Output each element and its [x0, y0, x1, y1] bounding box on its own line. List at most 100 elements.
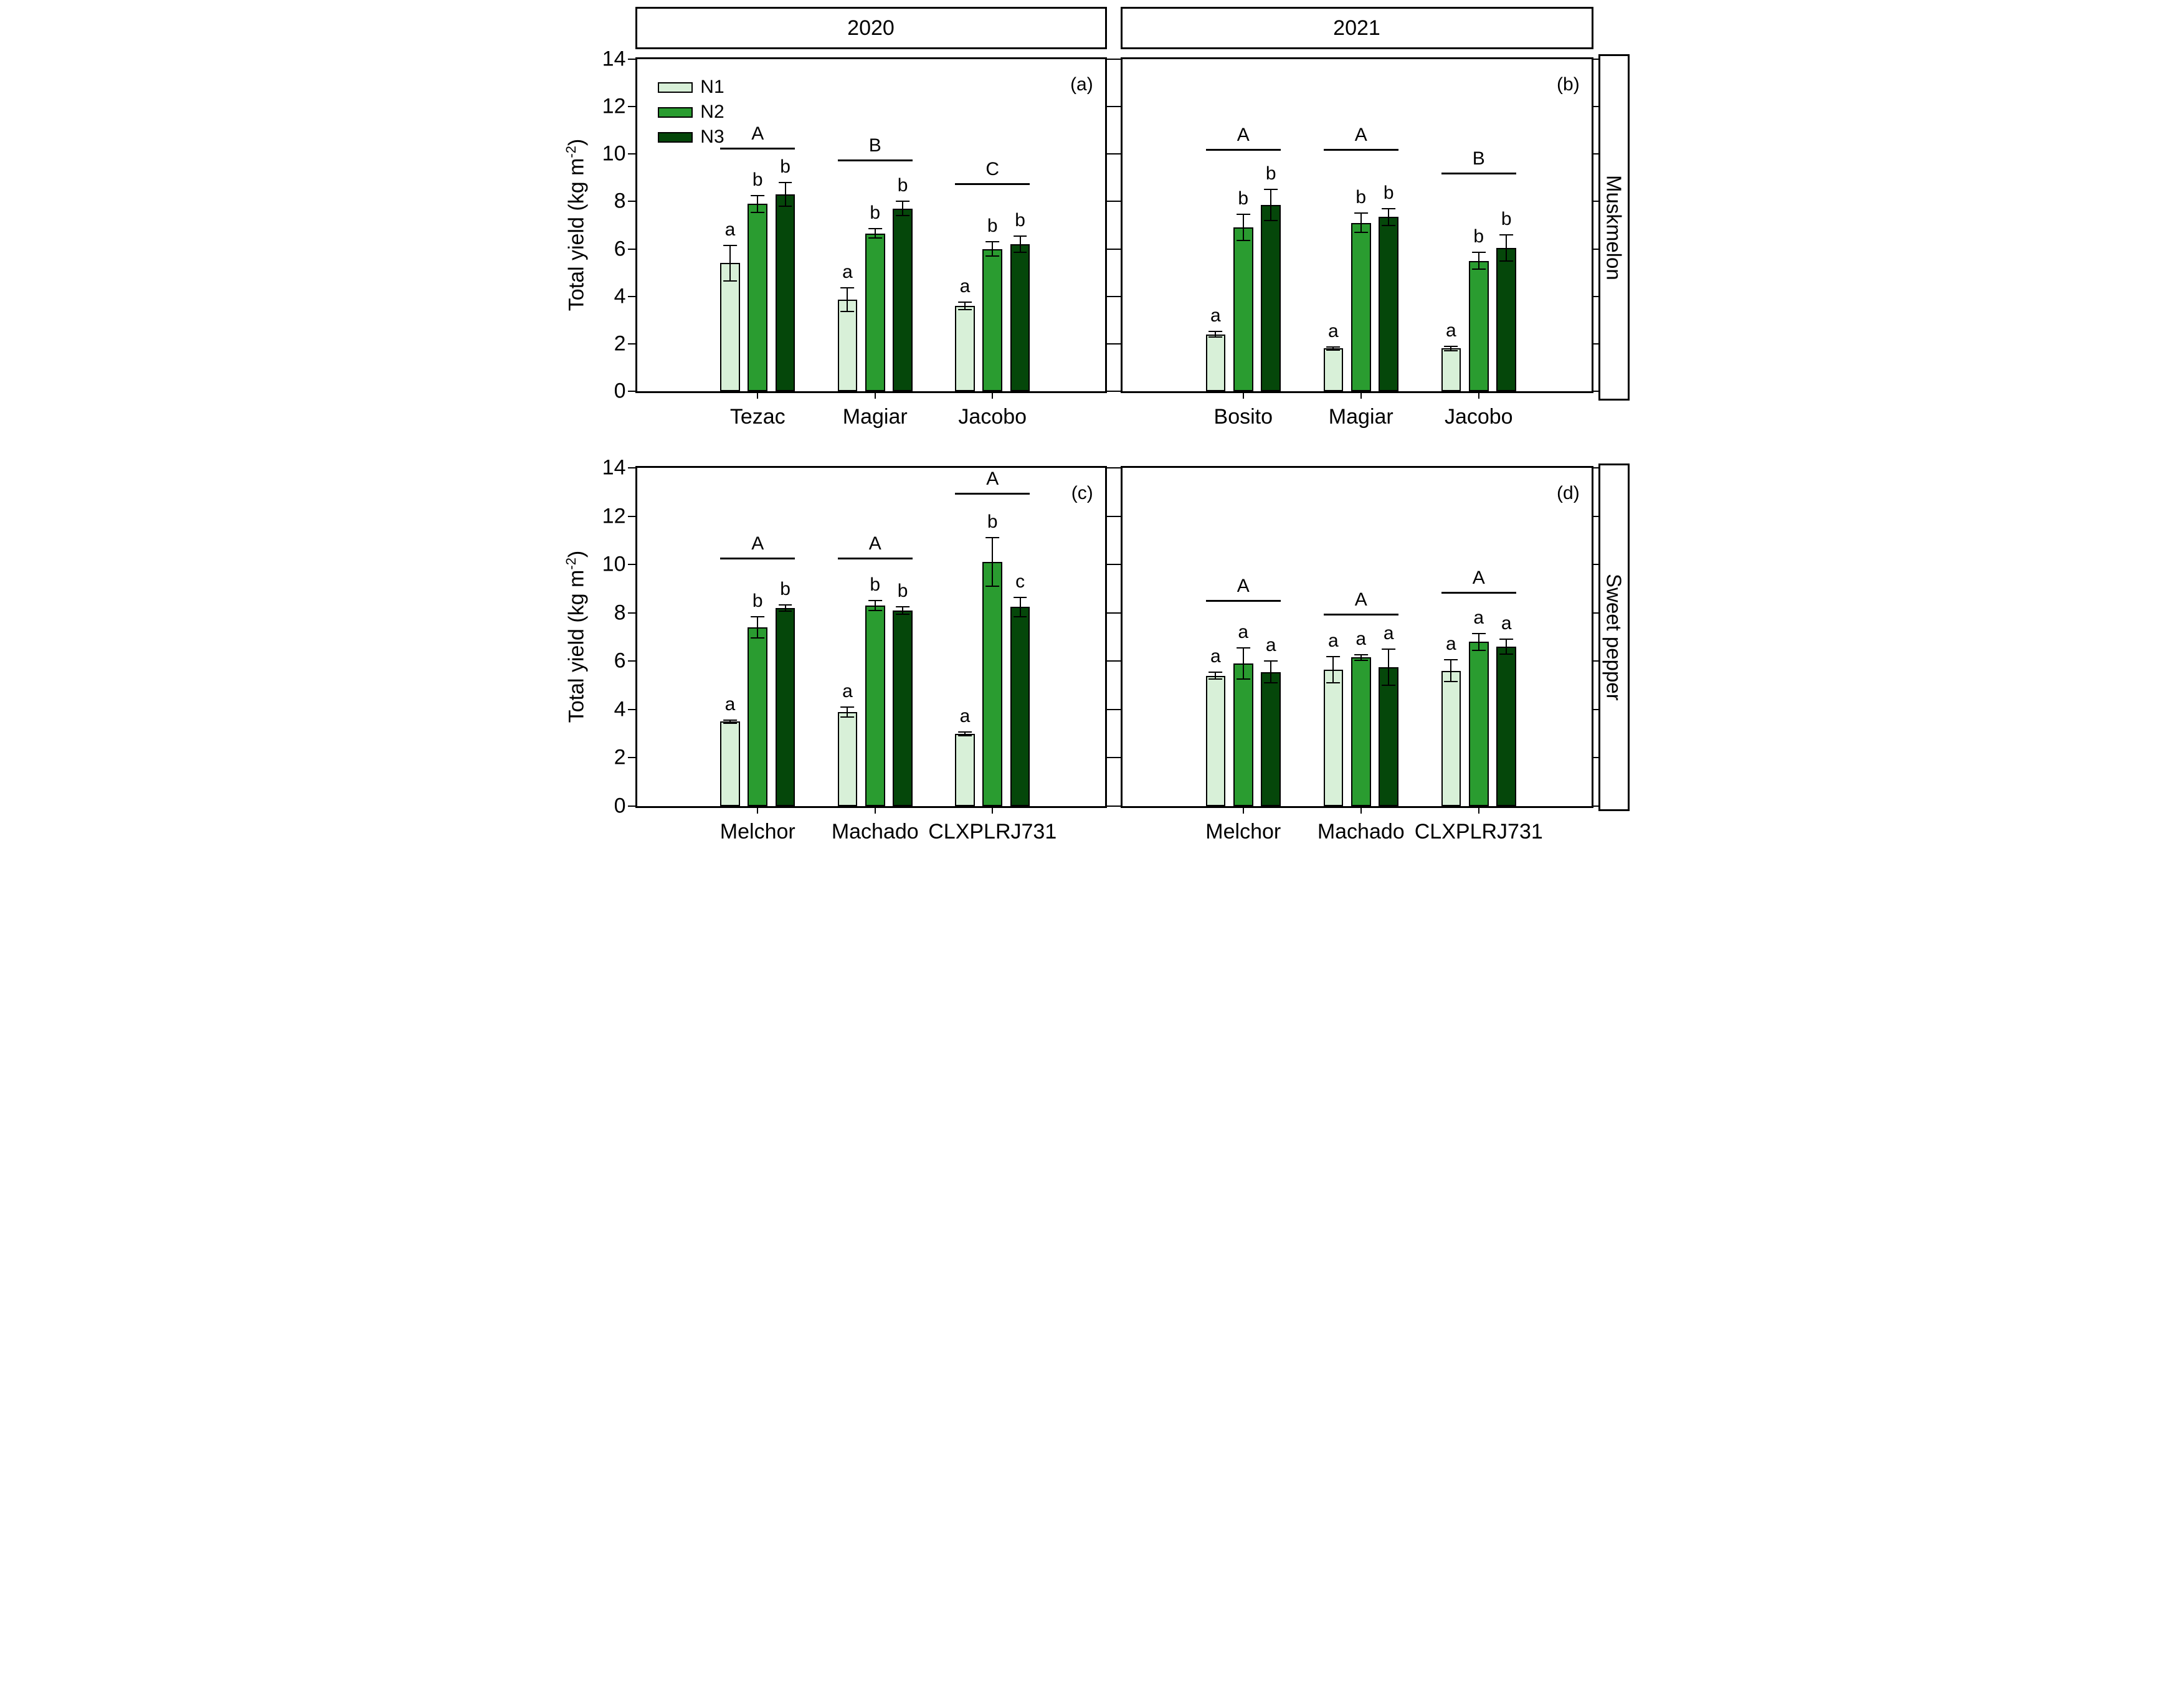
bar-n3-melchor — [775, 607, 795, 806]
bar-n3-jacobo — [1010, 244, 1030, 391]
y-axis-tick — [1113, 248, 1121, 250]
error-bar-cap-bottom — [1326, 349, 1341, 351]
y-axis-tick — [1593, 59, 1601, 60]
bar-n1-magiar — [1323, 348, 1344, 391]
y-axis-tick — [1106, 467, 1114, 468]
y-axis-tick — [627, 660, 635, 662]
bar-significance-letter: a — [1328, 320, 1339, 341]
group-significance-line — [837, 159, 913, 161]
error-bar-line — [1270, 189, 1272, 221]
y-axis-tick-label: 10 — [602, 552, 626, 576]
error-bar-line — [1332, 656, 1334, 683]
group-significance-letter: A — [1237, 576, 1250, 597]
x-axis-tick — [992, 391, 994, 399]
bar-n1-machado — [1323, 669, 1344, 806]
y-axis-tick — [627, 564, 635, 566]
error-bar-cap-bottom — [896, 215, 909, 217]
y-axis-tick — [627, 612, 635, 614]
error-bar-cap-top — [1499, 234, 1514, 235]
error-bar-cap-top — [1471, 632, 1486, 634]
error-bar-cap-top — [1444, 345, 1458, 347]
error-bar-cap-top — [1354, 212, 1368, 214]
y-axis-tick — [1113, 708, 1121, 710]
bar-significance-letter: a — [1446, 320, 1456, 341]
y-axis-tick — [1113, 757, 1121, 759]
bar-n3-clxplrj731 — [1496, 647, 1517, 806]
x-axis-category-label: Machado — [831, 820, 919, 844]
bar-significance-letter: a — [842, 680, 853, 701]
bar-n3-magiar — [1379, 217, 1399, 391]
y-axis-tick — [1106, 153, 1114, 155]
error-bar-line — [992, 538, 994, 587]
error-bar-line — [964, 302, 966, 310]
y-axis-tick — [1106, 515, 1114, 517]
group-significance-letter: B — [868, 135, 881, 156]
error-bar-cap-top — [896, 201, 909, 202]
y-axis-tick — [627, 708, 635, 710]
bar-n2-magiar — [1351, 222, 1371, 391]
error-bar-line — [1215, 672, 1217, 680]
error-bar-cap-bottom — [1236, 678, 1250, 680]
x-axis-category-label: Jacobo — [958, 405, 1027, 429]
bar-significance-letter: a — [1238, 621, 1249, 642]
y-axis-tick-labels: 0 2 4 6 8 10 12 14 — [544, 47, 626, 403]
error-bar-cap-bottom — [840, 311, 855, 313]
error-bar-cap-bottom — [868, 609, 882, 611]
bar-significance-letter: b — [752, 590, 763, 611]
panel-label: (b) — [1557, 74, 1580, 95]
bar-n2-bosito — [1233, 227, 1253, 391]
error-bar-cap-top — [1382, 648, 1396, 650]
error-bar-cap-top — [1208, 331, 1223, 333]
y-axis-tick — [1593, 106, 1601, 108]
legend-item-n1: N1 — [658, 77, 724, 97]
row-strip-muskmelon: Muskmelon — [1598, 54, 1630, 401]
y-axis-tick — [1106, 295, 1114, 297]
error-bar-line — [847, 707, 848, 717]
column-header-2021-label: 2021 — [1333, 16, 1380, 40]
group-significance-line — [1205, 148, 1281, 151]
y-axis-tick-label: 6 — [614, 649, 626, 673]
group-significance-letter: A — [1237, 124, 1250, 145]
y-axis-tick — [627, 515, 635, 517]
error-bar-cap-bottom — [723, 280, 737, 282]
bar-significance-letter: b — [987, 511, 998, 533]
error-bar-line — [757, 616, 759, 639]
group-significance-line — [720, 558, 795, 560]
error-bar-cap-bottom — [1264, 219, 1278, 221]
error-bar-line — [874, 601, 876, 611]
y-axis-tick-label: 14 — [602, 455, 626, 480]
group-significance-line — [955, 492, 1030, 495]
y-axis-tick — [1113, 59, 1121, 60]
y-axis-tick — [1106, 201, 1114, 202]
panel-label: (a) — [1070, 74, 1093, 95]
legend-swatch-n3 — [658, 131, 693, 143]
error-bar-line — [1388, 208, 1390, 226]
bar-significance-letter: a — [1501, 613, 1512, 634]
bar-n3-clxplrj731 — [1010, 607, 1030, 806]
y-axis-tick — [1113, 153, 1121, 155]
error-bar-line — [874, 229, 876, 239]
error-bar-cap-top — [1236, 647, 1250, 649]
bar-significance-letter: a — [959, 276, 971, 297]
error-bar-cap-top — [1354, 654, 1368, 655]
bar-n2-jacobo — [1468, 260, 1489, 391]
y-axis-tick — [1106, 106, 1114, 108]
group-significance-letter: A — [1354, 124, 1367, 145]
y-axis-tick — [1106, 708, 1114, 710]
error-bar-cap-top — [985, 537, 1000, 539]
error-bar-cap-bottom — [751, 211, 765, 213]
y-axis-tick — [1593, 391, 1601, 392]
group-significance-letter: C — [985, 158, 1000, 179]
bar-significance-letter: b — [897, 175, 908, 196]
y-axis-tick-label: 2 — [614, 745, 626, 769]
error-bar-cap-top — [1326, 346, 1341, 348]
group-significance-line — [1205, 600, 1281, 602]
error-bar-line — [1019, 597, 1021, 617]
error-bar-line — [729, 720, 731, 723]
y-axis-tick — [1106, 59, 1114, 60]
y-axis-tick — [1106, 612, 1114, 614]
error-bar-line — [784, 605, 786, 611]
x-axis-tick — [1242, 391, 1244, 399]
error-bar-cap-top — [1471, 252, 1486, 254]
y-axis-tick — [1593, 660, 1601, 662]
